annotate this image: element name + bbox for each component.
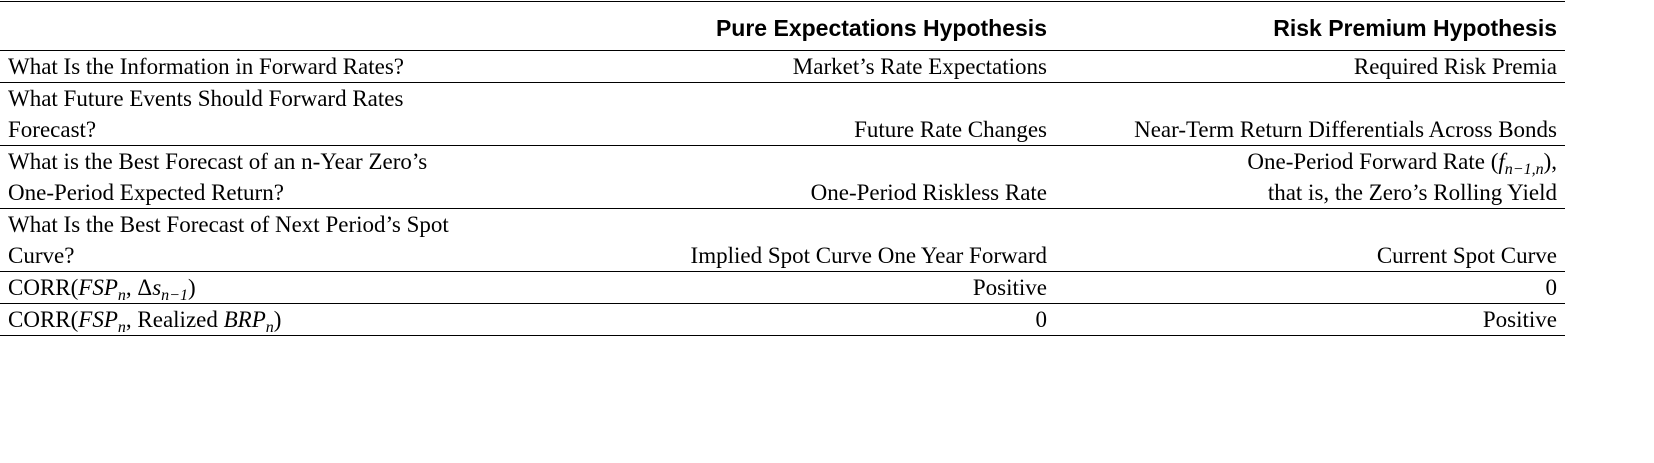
table-row: What Is the Best Forecast of Next Period… xyxy=(0,208,1565,272)
pure-expectations-cell: Positive xyxy=(619,271,1055,304)
formula-prefix: CORR( xyxy=(8,275,79,300)
math-subscript: n xyxy=(265,319,274,336)
table-row: What is the Best Forecast of an n-Year Z… xyxy=(0,145,1565,209)
risk-premium-cell: One-Period Forward Rate (fn−1,n), that i… xyxy=(1055,145,1565,209)
table-row: CORR(FSPn, Realized BRPn) 0 Positive xyxy=(0,303,1565,336)
math-var: FSP xyxy=(78,307,118,332)
question-line: What Is the Information in Forward Rates… xyxy=(8,54,404,79)
risk-premium-cell: Current Spot Curve xyxy=(1055,208,1565,272)
row-question: What Future Events Should Forward Rates … xyxy=(0,82,619,146)
formula-suffix: ) xyxy=(187,275,196,300)
table-row: CORR(FSPn, Δsn−1) Positive 0 xyxy=(0,271,1565,304)
pure-expectations-cell: One-Period Riskless Rate xyxy=(619,145,1055,209)
table-row: What Future Events Should Forward Rates … xyxy=(0,82,1565,146)
pure-expectations-cell: Implied Spot Curve One Year Forward xyxy=(619,208,1055,272)
risk-premium-cell: Positive xyxy=(1055,303,1565,336)
row-question: What Is the Best Forecast of Next Period… xyxy=(0,208,619,272)
header-question xyxy=(0,1,619,51)
header-pure-expectations: Pure Expectations Hypothesis xyxy=(619,1,1055,51)
math-subscript: n xyxy=(117,287,126,304)
table-row: What Is the Information in Forward Rates… xyxy=(0,50,1565,83)
question-line: What Future Events Should Forward Rates xyxy=(8,86,404,111)
formula-prefix: CORR( xyxy=(8,307,79,332)
risk-line-prefix: One-Period Forward Rate ( xyxy=(1247,149,1499,174)
math-subscript: n−1 xyxy=(161,287,188,304)
math-var: BRP xyxy=(223,307,266,332)
question-line: One-Period Expected Return? xyxy=(8,180,284,205)
question-line: What Is the Best Forecast of Next Period… xyxy=(8,212,449,237)
header-risk-premium: Risk Premium Hypothesis xyxy=(1055,1,1565,51)
header-row: Pure Expectations Hypothesis Risk Premiu… xyxy=(0,1,1565,51)
risk-premium-cell: Required Risk Premia xyxy=(1055,50,1565,83)
question-line: Forecast? xyxy=(8,117,97,142)
row-question: What Is the Information in Forward Rates… xyxy=(0,50,619,83)
risk-premium-cell: Near-Term Return Differentials Across Bo… xyxy=(1055,82,1565,146)
comparison-table: Pure Expectations Hypothesis Risk Premiu… xyxy=(0,1,1565,336)
formula-separator: , Realized xyxy=(125,307,224,332)
math-var: FSP xyxy=(78,275,118,300)
math-subscript: n xyxy=(117,319,126,336)
question-line: Curve? xyxy=(8,243,75,268)
math-subscript: n−1,n xyxy=(1504,161,1544,178)
math-var: s xyxy=(152,275,162,300)
math-var: f xyxy=(1498,149,1505,174)
pure-expectations-cell: Future Rate Changes xyxy=(619,82,1055,146)
formula-separator: , Δ xyxy=(125,275,153,300)
row-question: CORR(FSPn, Δsn−1) xyxy=(0,271,619,304)
formula-suffix: ) xyxy=(273,307,282,332)
risk-line-suffix: ), xyxy=(1543,149,1557,174)
row-question: What is the Best Forecast of an n-Year Z… xyxy=(0,145,619,209)
risk-line-2: that is, the Zero’s Rolling Yield xyxy=(1267,180,1557,205)
row-question: CORR(FSPn, Realized BRPn) xyxy=(0,303,619,336)
pure-expectations-cell: Market’s Rate Expectations xyxy=(619,50,1055,83)
risk-premium-cell: 0 xyxy=(1055,271,1565,304)
pure-expectations-cell: 0 xyxy=(619,303,1055,336)
question-line: What is the Best Forecast of an n-Year Z… xyxy=(8,149,428,174)
